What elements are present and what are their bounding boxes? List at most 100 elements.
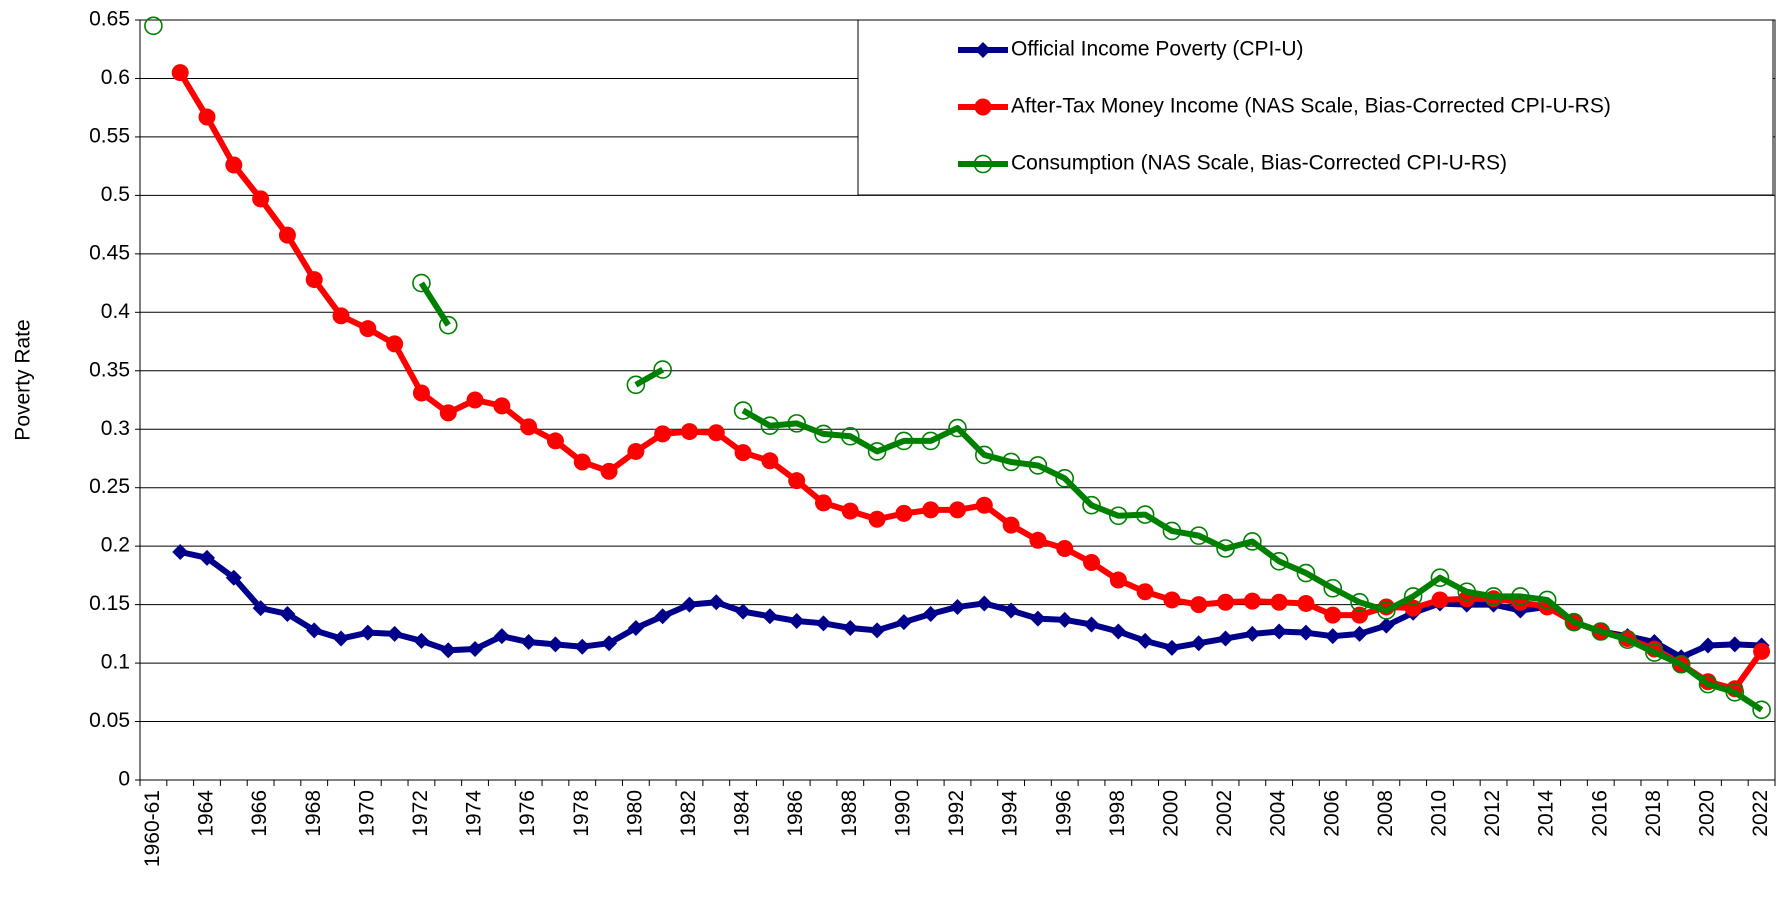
- data-point: [413, 632, 430, 649]
- data-point: [840, 426, 860, 446]
- data-point: [1351, 625, 1368, 642]
- y-tick-label: 0.05: [89, 709, 130, 732]
- data-point: [1109, 506, 1128, 526]
- data-point: [1350, 592, 1369, 612]
- data-point: [493, 628, 510, 645]
- data-point: [1296, 563, 1316, 583]
- x-tick-label: 2014: [1535, 790, 1558, 837]
- x-tick-label: 1972: [409, 790, 432, 837]
- data-point: [895, 614, 912, 631]
- y-tick-label: 0.15: [89, 592, 130, 615]
- data-point: [252, 190, 270, 208]
- data-point: [1243, 592, 1261, 610]
- data-point: [735, 603, 752, 620]
- data-point: [680, 423, 698, 441]
- data-point: [1377, 601, 1396, 620]
- y-tick-label: 0.35: [89, 358, 130, 381]
- data-point: [1029, 531, 1047, 549]
- data-point: [815, 615, 832, 632]
- data-point: [440, 642, 457, 659]
- x-tick-label: 2006: [1320, 790, 1343, 837]
- data-point: [1003, 602, 1020, 619]
- data-point: [788, 612, 805, 629]
- data-point: [814, 424, 833, 444]
- data-point: [466, 391, 484, 409]
- data-point: [1324, 606, 1342, 624]
- data-point: [1189, 526, 1209, 545]
- data-point: [922, 501, 940, 519]
- data-point: [869, 622, 886, 639]
- data-point: [948, 418, 967, 438]
- data-point: [1243, 532, 1262, 551]
- data-point: [653, 360, 672, 379]
- data-point: [1082, 495, 1101, 515]
- data-point: [574, 638, 591, 655]
- data-point: [681, 596, 698, 613]
- data-point: [1564, 612, 1584, 632]
- y-tick-label: 0.25: [89, 475, 130, 498]
- data-point: [520, 634, 537, 651]
- y-tick-label: 0.1: [101, 651, 130, 674]
- data-point: [708, 594, 725, 611]
- y-tick-label: 0: [118, 768, 130, 791]
- data-point: [1135, 505, 1155, 524]
- data-point: [1163, 591, 1181, 609]
- data-point: [842, 620, 859, 636]
- data-point: [305, 271, 323, 289]
- data-point: [1190, 635, 1207, 652]
- data-point: [1217, 630, 1234, 647]
- data-point: [1217, 593, 1235, 611]
- data-point: [654, 425, 672, 443]
- x-tick-label: 1996: [1052, 790, 1075, 837]
- data-point: [547, 636, 564, 653]
- data-point: [225, 156, 243, 174]
- data-point: [1511, 587, 1530, 606]
- y-tick-label: 0.6: [101, 66, 130, 89]
- data-point: [733, 401, 753, 420]
- x-tick-label: 2022: [1749, 790, 1772, 837]
- data-point: [974, 98, 992, 116]
- data-point: [520, 418, 538, 436]
- data-point: [1002, 516, 1020, 534]
- x-tick-label: 2012: [1481, 790, 1504, 837]
- data-point: [1699, 637, 1716, 654]
- data-point: [171, 64, 189, 82]
- data-point: [1591, 622, 1611, 641]
- data-point: [867, 442, 887, 461]
- data-point: [546, 432, 564, 450]
- data-point: [975, 496, 993, 514]
- x-tick-label: 1980: [623, 790, 646, 837]
- y-tick-label: 0.4: [101, 300, 131, 323]
- x-tick-label: 2000: [1159, 790, 1182, 837]
- data-point: [1430, 568, 1450, 588]
- x-tick-label: 1970: [355, 790, 378, 837]
- data-point: [1163, 639, 1180, 656]
- data-point: [144, 16, 163, 36]
- data-point: [1324, 628, 1341, 645]
- data-point: [1162, 521, 1182, 541]
- data-point: [1136, 583, 1154, 601]
- data-point: [359, 320, 377, 338]
- data-point: [225, 569, 242, 586]
- data-point: [1001, 452, 1021, 472]
- data-point: [412, 384, 430, 402]
- data-point: [1216, 539, 1235, 558]
- data-point: [734, 444, 752, 462]
- data-point: [1271, 623, 1288, 640]
- data-point: [412, 273, 431, 293]
- data-point: [627, 442, 645, 460]
- data-point: [1083, 554, 1101, 572]
- data-point: [1484, 587, 1503, 606]
- data-point: [787, 414, 806, 433]
- data-point: [627, 620, 644, 636]
- y-tick-label: 0.65: [89, 8, 130, 31]
- x-tick-label: 1978: [570, 790, 593, 837]
- data-point: [760, 416, 780, 436]
- x-tick-label: 2020: [1696, 790, 1719, 837]
- x-tick-label: 1982: [677, 790, 700, 837]
- data-point: [976, 595, 993, 612]
- data-point: [654, 608, 671, 625]
- data-point: [1056, 539, 1074, 557]
- data-point: [1645, 643, 1664, 662]
- x-tick-label: 1992: [945, 790, 968, 837]
